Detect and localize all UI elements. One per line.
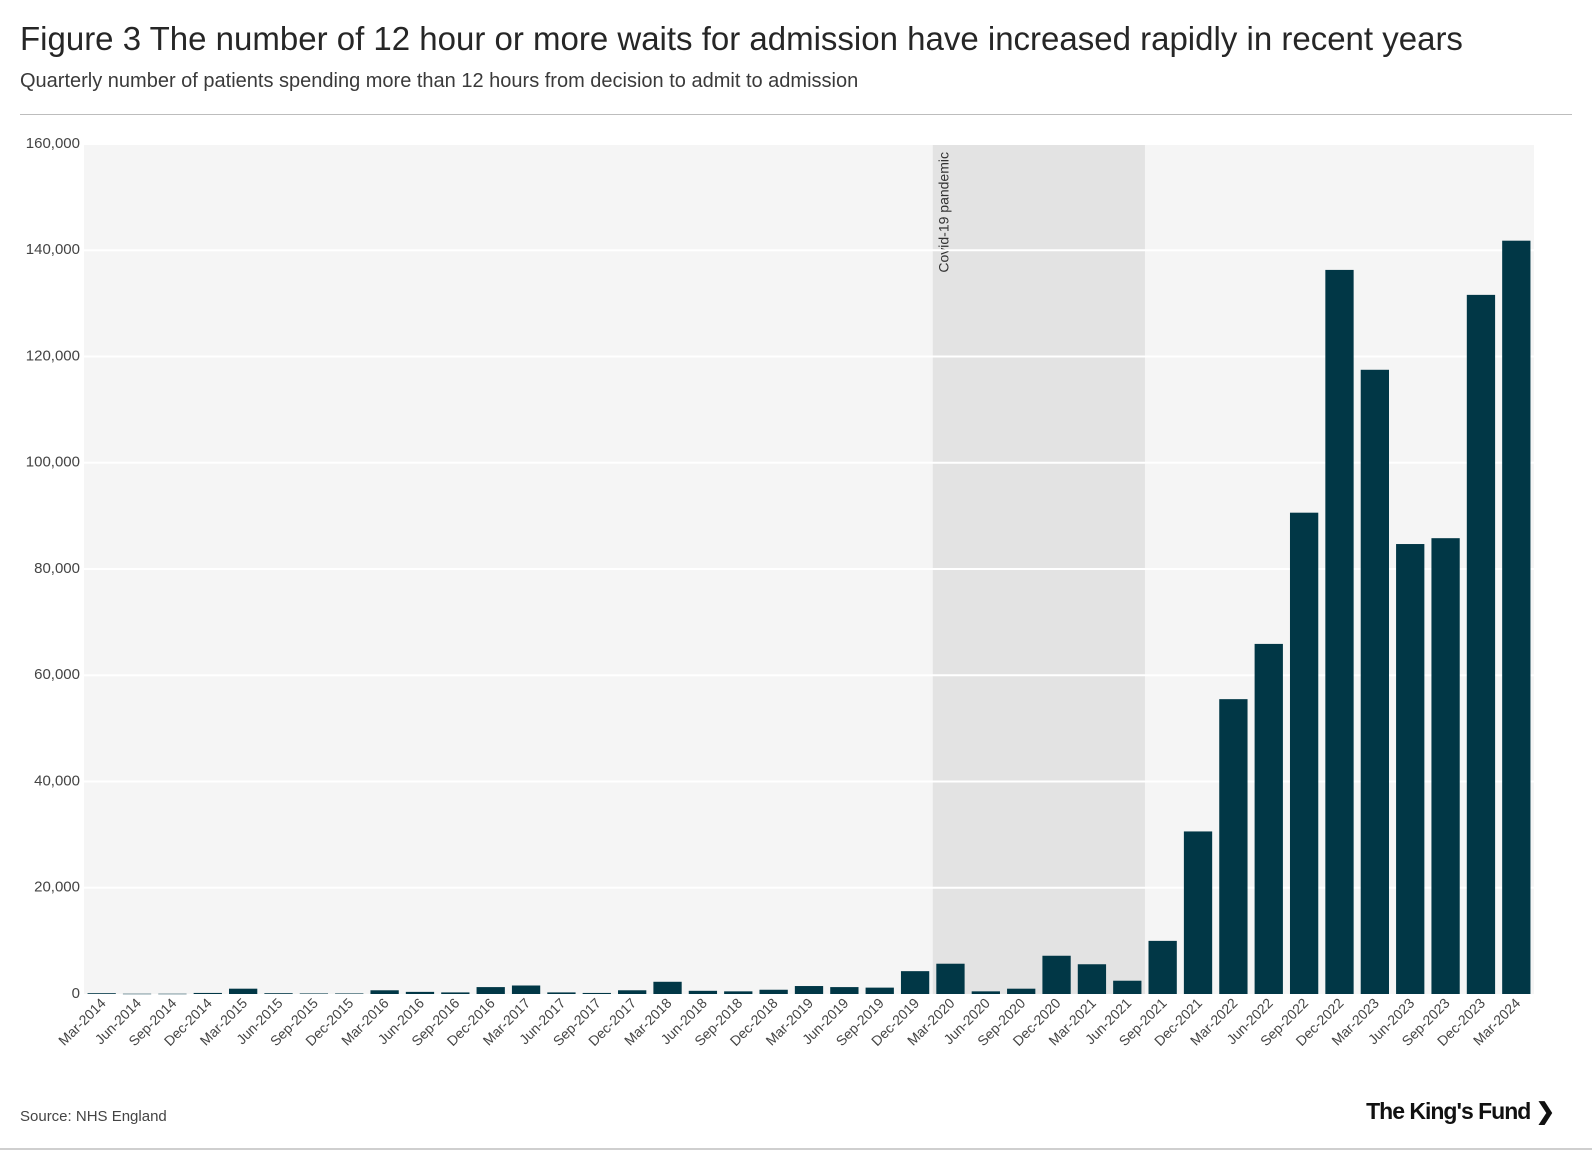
footer-border — [0, 1148, 1592, 1150]
bar-Jun-2015[interactable] — [264, 993, 293, 994]
chart-title: Figure 3 The number of 12 hour or more w… — [20, 20, 1463, 57]
bar-Mar-2024[interactable] — [1502, 240, 1531, 994]
bar-Jun-2016[interactable] — [405, 991, 435, 994]
bar-Jun-2017[interactable] — [547, 992, 576, 994]
bar-Sep-2015[interactable] — [299, 993, 329, 994]
bar-Jun-2022[interactable] — [1254, 643, 1283, 994]
y-tick-label: 140,000 — [26, 241, 80, 258]
bar-Mar-2018[interactable] — [653, 981, 682, 994]
bar-Mar-2017[interactable] — [511, 985, 541, 995]
bar-Sep-2022[interactable] — [1289, 512, 1319, 994]
y-tick-label: 160,000 — [26, 135, 80, 152]
y-tick-label: 80,000 — [34, 560, 80, 577]
bar-Sep-2019[interactable] — [865, 987, 894, 994]
bar-Dec-2019[interactable] — [900, 971, 930, 994]
chevron-right-icon: ❯ — [1530, 1098, 1555, 1124]
bar-Mar-2014[interactable] — [87, 993, 116, 994]
covid-annotation-label: Covid-19 pandemic — [935, 152, 951, 273]
bar-Sep-2016[interactable] — [441, 992, 470, 994]
bar-Jun-2023[interactable] — [1396, 544, 1425, 994]
logo-text: The King's Fund — [1366, 1098, 1531, 1124]
bar-Sep-2021[interactable] — [1148, 940, 1177, 994]
bar-Sep-2018[interactable] — [724, 991, 753, 994]
bar-Sep-2014[interactable] — [158, 993, 187, 995]
bar-Jun-2019[interactable] — [830, 987, 859, 994]
y-tick-label: 60,000 — [34, 666, 80, 683]
bar-Sep-2023[interactable] — [1431, 538, 1460, 994]
y-tick-label: 20,000 — [34, 879, 80, 896]
bar-Mar-2020[interactable] — [936, 963, 965, 994]
y-tick-label: 40,000 — [34, 772, 80, 789]
y-tick-label: 100,000 — [26, 454, 80, 471]
source-note: Source: NHS England — [20, 1108, 167, 1125]
bar-Dec-2017[interactable] — [618, 990, 647, 994]
bar-Dec-2015[interactable] — [335, 993, 364, 994]
bar-Mar-2021[interactable] — [1077, 964, 1107, 994]
bar-Dec-2023[interactable] — [1466, 294, 1496, 994]
bar-Sep-2017[interactable] — [582, 992, 611, 994]
bar-Jun-2021[interactable] — [1113, 980, 1142, 994]
chart-subtitle: Quarterly number of patients spending mo… — [20, 70, 859, 92]
header-divider — [20, 114, 1572, 115]
bar-Dec-2022[interactable] — [1325, 269, 1354, 994]
y-tick-label: 120,000 — [26, 347, 80, 364]
bar-Jun-2014[interactable] — [122, 993, 152, 995]
bar-Dec-2018[interactable] — [759, 989, 788, 994]
bar-Jun-2020[interactable] — [971, 991, 1000, 994]
bar-Mar-2023[interactable] — [1360, 369, 1389, 994]
bar-Mar-2015[interactable] — [229, 988, 258, 994]
bar-Mar-2016[interactable] — [370, 990, 399, 994]
bar-Jun-2018[interactable] — [688, 990, 718, 994]
kings-fund-logo: The King's Fund ❯ — [1366, 1098, 1555, 1125]
bar-chart: Covid-19 pandemic 0 20,000 40,000 60,000 80,… — [25, 134, 1531, 1050]
bar-Dec-2021[interactable] — [1183, 831, 1213, 994]
bar-Mar-2019[interactable] — [794, 986, 824, 994]
bar-Sep-2020[interactable] — [1007, 988, 1036, 994]
y-tick-label: 0 — [72, 985, 80, 1002]
bar-Dec-2014[interactable] — [193, 992, 222, 994]
bar-Mar-2022[interactable] — [1219, 699, 1248, 994]
bar-Dec-2016[interactable] — [476, 987, 505, 994]
bar-Dec-2020[interactable] — [1042, 955, 1071, 994]
